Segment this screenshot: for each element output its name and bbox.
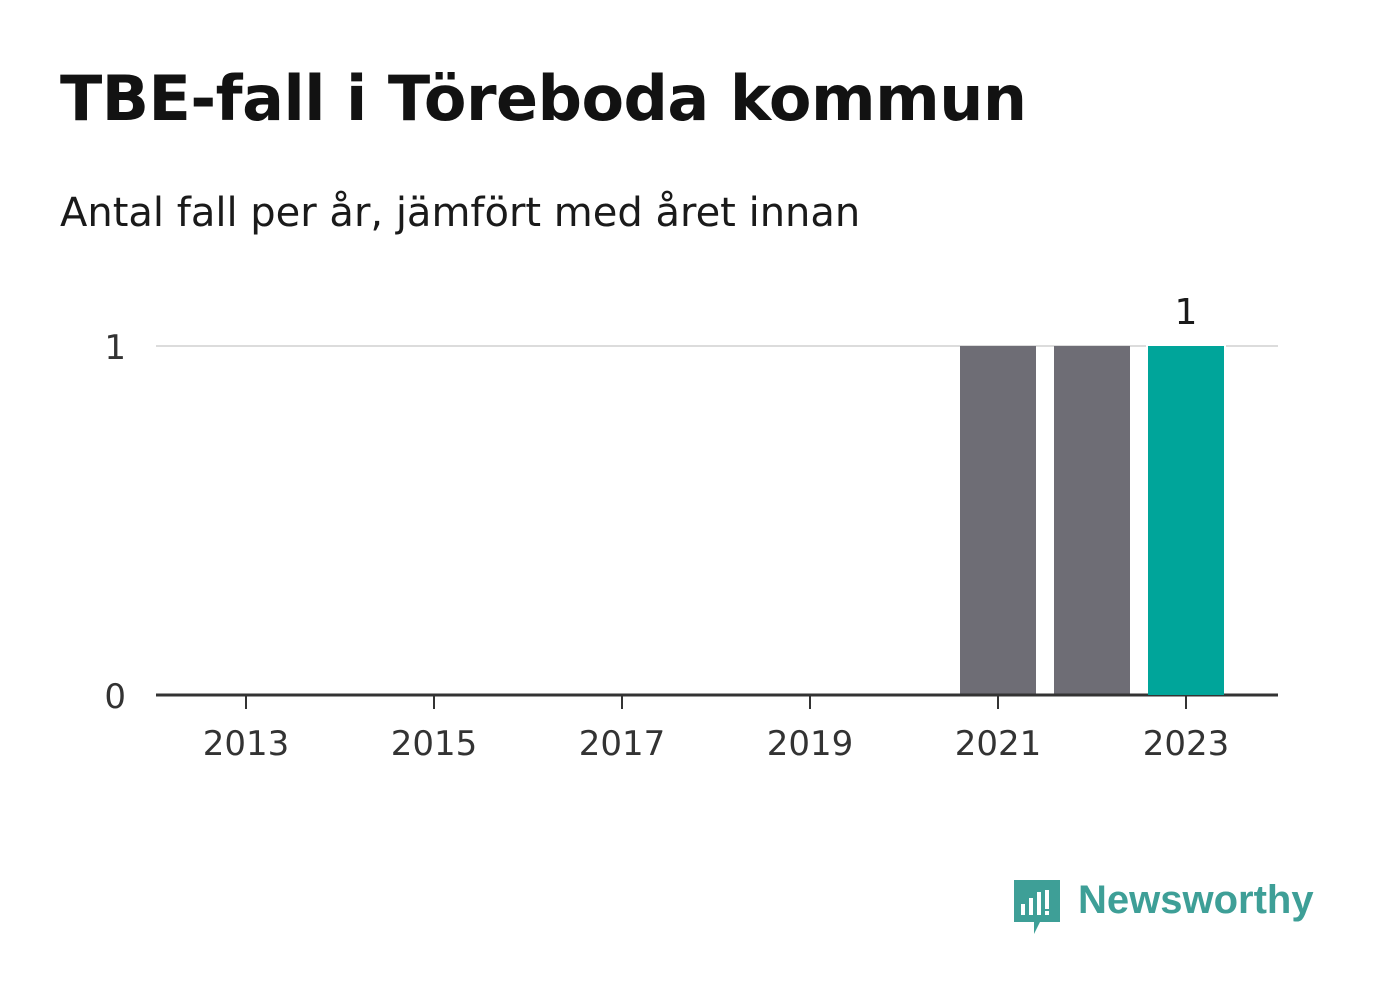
newsworthy-logo-icon [1014, 880, 1060, 934]
x-tick-label-2021: 2021 [955, 724, 1042, 764]
chart-subtitle: Antal fall per år, jämfört med året inna… [60, 190, 861, 236]
x-tick-label-2017: 2017 [579, 724, 666, 764]
y-tick-label-1: 1 [104, 328, 126, 368]
x-tick-label-2019: 2019 [767, 724, 854, 764]
bar-2021 [960, 346, 1036, 695]
chart-title: TBE-fall i Töreboda kommun [60, 62, 1027, 135]
axes [156, 693, 1278, 709]
data-label-2023: 1 [1175, 292, 1198, 333]
x-tick-label-2023: 2023 [1143, 724, 1230, 764]
newsworthy-logo: Newsworthy [1010, 876, 1330, 940]
newsworthy-logo-text: Newsworthy [1078, 878, 1314, 922]
bar-2022 [1054, 346, 1130, 695]
bar-highlight-overlay-2023 [1148, 346, 1224, 695]
labels: 0 1 2013 2015 2017 2019 2021 2023 1 [104, 292, 1229, 764]
y-tick-label-0: 0 [104, 677, 126, 717]
x-tick-label-2013: 2013 [203, 724, 290, 764]
x-tick-label-2015: 2015 [391, 724, 478, 764]
